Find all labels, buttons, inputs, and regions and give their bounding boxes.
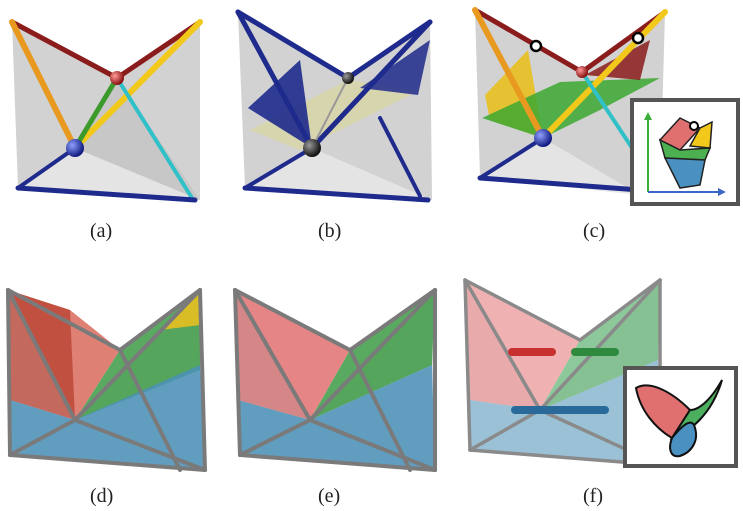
panel-e-blue-face — [238, 365, 435, 470]
caption-a: (a) — [90, 220, 112, 242]
panel-e: (e) — [233, 288, 437, 507]
caption-e: (e) — [318, 485, 340, 507]
panel-a-back-face — [18, 148, 200, 200]
panel-e-frame-diag-5 — [348, 348, 412, 472]
caption-d: (d) — [90, 485, 113, 507]
panel-b-edge-diagonal — [311, 77, 349, 149]
panel-c-inset — [630, 98, 740, 206]
panel-b-edge-inner — [378, 116, 422, 198]
panel-f-frame-diag-1 — [463, 278, 542, 412]
panel-e-frame-left — [233, 288, 242, 457]
caption-b: (b) — [318, 220, 341, 242]
panel-c-inset-marker — [689, 121, 699, 131]
panel-f-frame-top-right — [578, 278, 662, 342]
panel-e-frame-diag-3 — [238, 418, 312, 457]
panel-a-edge-top-left — [9, 19, 120, 81]
panel-f-inset-blue-shape — [669, 421, 698, 458]
caption-c: (c) — [583, 220, 605, 242]
panel-d-frame-right — [198, 288, 207, 472]
panel-a-blue-vertex — [66, 139, 84, 157]
panel-f-frame-top-left — [463, 278, 582, 342]
caption-f: (f) — [583, 485, 603, 507]
panel-e-frame-diag-4 — [308, 418, 437, 472]
panel-f-frame-diag-3 — [468, 408, 542, 452]
panel-c-inset-axis-x-arrow — [718, 188, 726, 196]
panel-a-edge-yellow — [72, 19, 203, 151]
panel-f-frame-left — [463, 278, 472, 452]
panel-d-frame-diag-4 — [73, 418, 207, 472]
panel-b-edge-bottom — [242, 185, 431, 203]
panel-e-red-face — [235, 290, 350, 420]
panel-a-side-face — [75, 78, 200, 200]
panel-b-edge-top-left — [235, 9, 351, 81]
panel-a-edge-bottom — [15, 185, 198, 203]
panel-c-edge-orange — [472, 7, 546, 141]
panel-e-frame-top-right — [348, 288, 437, 352]
panel-e-frame-diag-2 — [308, 288, 437, 422]
panel-e-frame-top-left — [233, 288, 352, 352]
panel-c-edge-top-left — [472, 7, 585, 75]
panel-d-frame-top-left — [6, 288, 122, 352]
panel-b-edge-bottom-left — [243, 146, 314, 190]
panel-b-edge-right — [309, 19, 433, 151]
panel-d-frame-diag-3 — [8, 418, 77, 457]
panel-a: (a) — [9, 19, 203, 242]
panel-b-edge-top-right — [345, 19, 433, 81]
panel-d-blue-face — [10, 365, 205, 470]
panel-c-marker-right — [631, 31, 645, 45]
panel-f-red-face — [465, 280, 580, 410]
panel-c-blue-vertex — [534, 129, 552, 147]
panel-b: (b) — [235, 9, 433, 242]
panel-a-edge-green — [72, 75, 120, 151]
panel-c-inset-green-face — [658, 138, 712, 161]
panel-d-frame-left — [6, 288, 12, 457]
panel-c-inset-blue-face — [663, 157, 706, 189]
panel-d-frame-diag-5 — [118, 348, 182, 472]
panel-a-edge-orange — [9, 19, 78, 151]
panel-f-inset — [623, 366, 738, 468]
panel-a-red-vertex — [110, 71, 124, 85]
panel-a-edge-top-right — [114, 19, 203, 81]
panel-e-frame-diag-1 — [233, 288, 312, 422]
panel-f: (f) — [463, 278, 738, 507]
panel-d-frame-top-right — [118, 288, 202, 352]
panel-f-frame-diag-2 — [538, 278, 662, 412]
panel-a-edge-cyan — [115, 76, 194, 200]
panel-a-edge-bottom-left — [16, 146, 77, 190]
panel-d: (d) — [6, 288, 207, 507]
panel-d-frame-diag-2 — [73, 288, 202, 422]
panel-d-frame-bottom — [8, 453, 207, 472]
panel-c-edge-yellow — [540, 9, 668, 141]
panel-c-red-vertex — [576, 66, 588, 78]
panel-c-marker-left — [529, 39, 543, 53]
panel-e-frame-bottom — [238, 453, 437, 472]
panel-d-frame-diag-1 — [6, 288, 77, 422]
panel-b-black-vertex — [303, 139, 321, 157]
panel-c-edge-bottom-left — [478, 136, 545, 180]
panel-b-top-vertex — [342, 72, 354, 84]
panel-c: (c) — [472, 7, 740, 242]
panel-c-edge-bottom — [477, 175, 643, 193]
panel-b-edge-left — [235, 9, 315, 151]
panel-b-blue-plane-left — [248, 60, 312, 148]
panel-c-inset-axis-y-arrow — [644, 112, 652, 120]
